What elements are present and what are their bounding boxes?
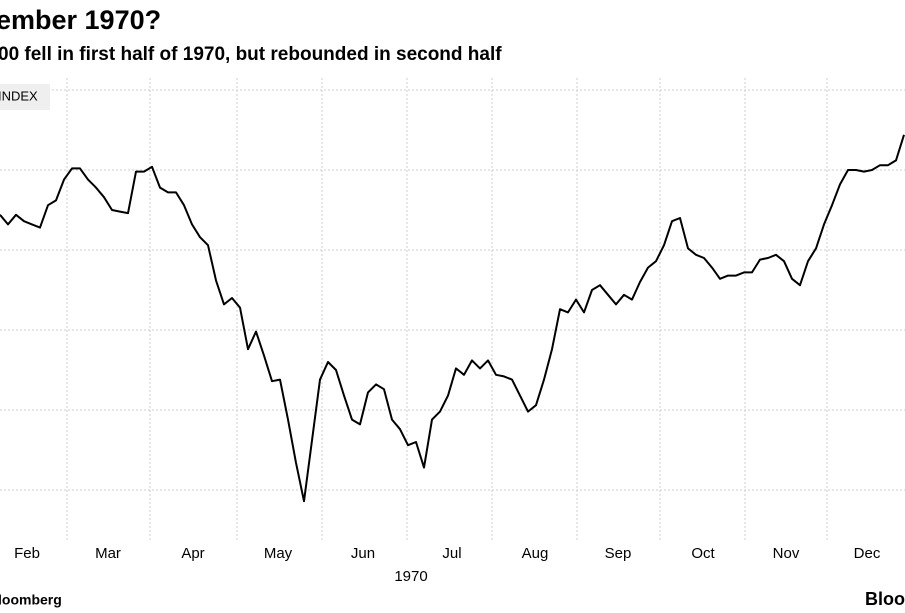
x-tick-label: Dec bbox=[854, 545, 881, 562]
source: loomberg bbox=[0, 592, 62, 608]
line-series bbox=[0, 134, 905, 503]
x-tick-label: Apr bbox=[181, 545, 204, 562]
x-tick-label: Nov bbox=[773, 545, 800, 562]
brand: Bloo bbox=[865, 589, 905, 609]
x-tick-label: Mar bbox=[95, 545, 121, 562]
legend-box bbox=[0, 84, 50, 110]
chart-title: ember 1970? bbox=[0, 5, 161, 35]
chart-subtitle: 00 fell in first half of 1970, but rebou… bbox=[0, 44, 502, 65]
legend-label: INDEX bbox=[0, 88, 38, 103]
x-tick-label: Feb bbox=[14, 545, 40, 562]
x-tick-label: Sep bbox=[605, 545, 632, 562]
x-axis-label: 1970 bbox=[394, 568, 427, 585]
x-tick-label: May bbox=[264, 545, 293, 562]
x-tick-label: Aug bbox=[522, 545, 549, 562]
x-tick-label: Jun bbox=[351, 545, 375, 562]
x-tick-label: Jul bbox=[442, 545, 461, 562]
x-tick-label: Oct bbox=[691, 545, 715, 562]
